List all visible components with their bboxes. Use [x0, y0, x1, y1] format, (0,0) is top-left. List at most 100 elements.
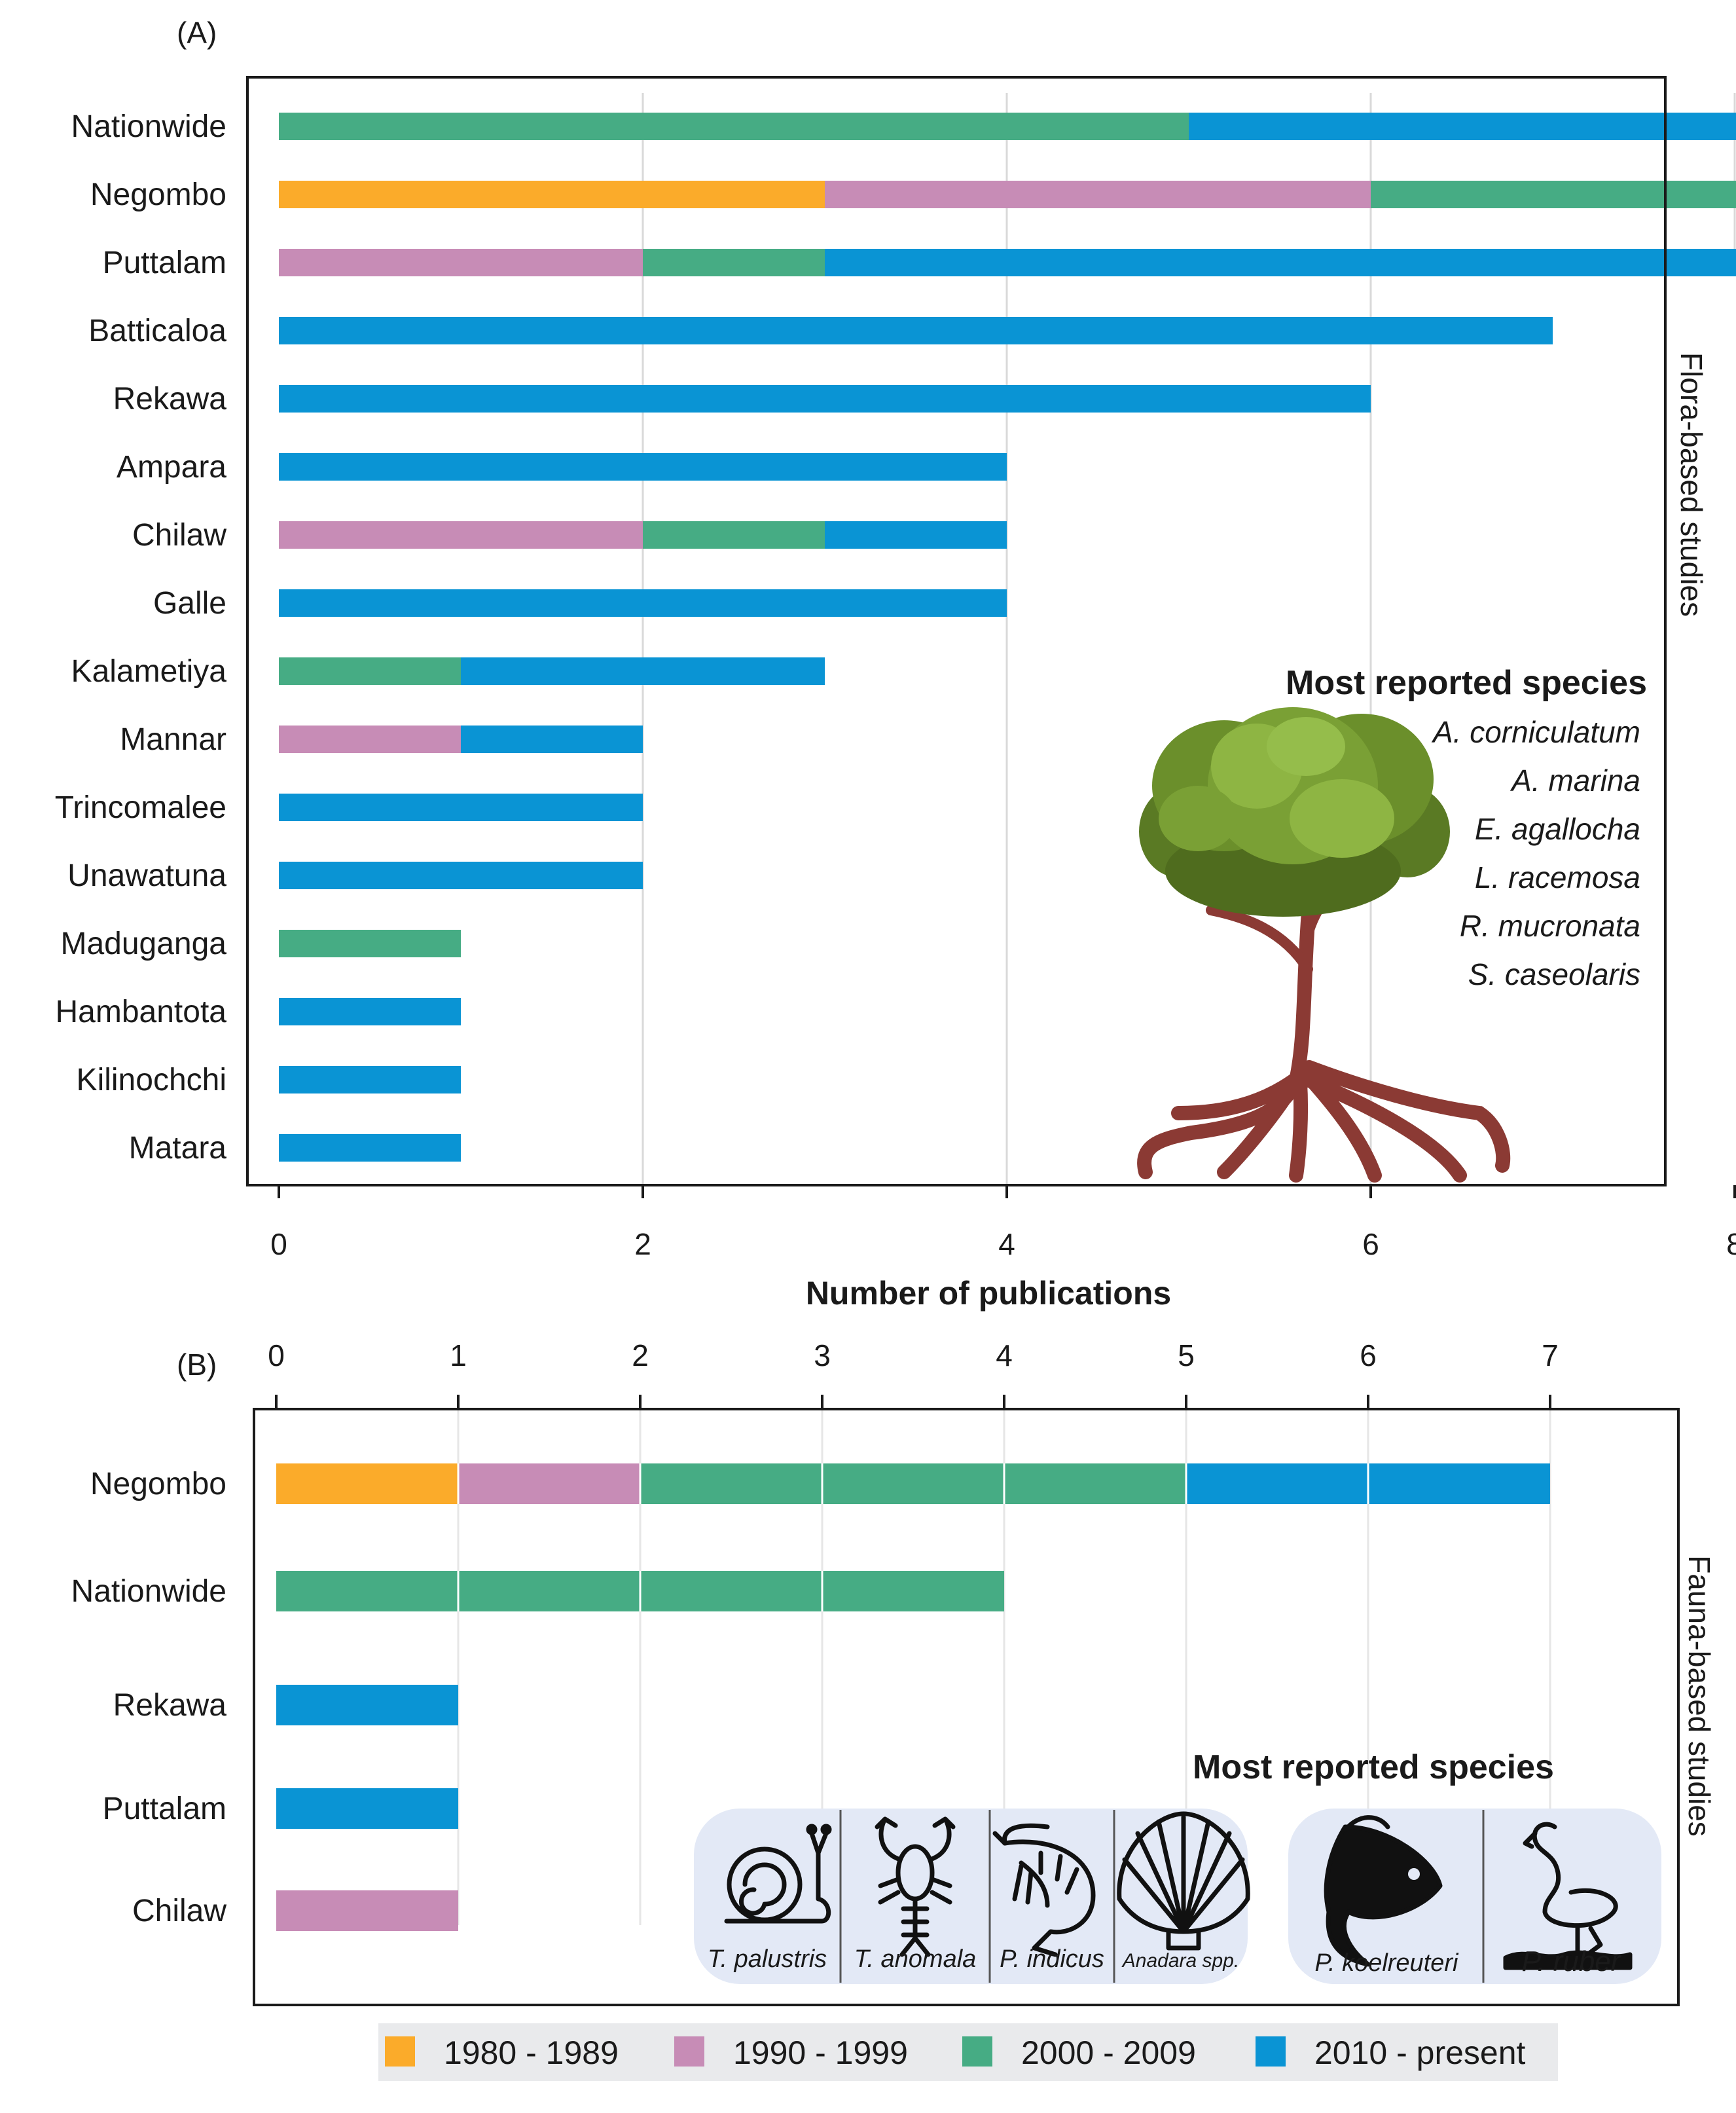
category-label: Maduganga — [60, 927, 226, 961]
category-label: Rekawa — [113, 382, 227, 416]
x-tick-label: 5 — [1178, 1338, 1195, 1372]
category-label: Ampara — [117, 450, 226, 485]
shell-icon — [1117, 1811, 1250, 1951]
flora-species-item: L. racemosa — [1475, 860, 1640, 894]
category-label: Unawatuna — [67, 858, 226, 893]
bar-negombo-2000-2009 — [1371, 181, 1736, 208]
bar-matara-2010-present — [279, 1134, 461, 1162]
bar-mannar-2010-present — [461, 726, 643, 753]
bar-negombo-1980-1989 — [279, 181, 825, 208]
category-label: Nationwide — [71, 1574, 226, 1609]
mangrove-tree-icon — [1137, 707, 1511, 1183]
category-label: Puttalam — [103, 246, 226, 280]
fauna-species-name: T. anomala — [854, 1945, 977, 1973]
category-label: Nationwide — [71, 109, 226, 144]
bar-chilaw-1990-1999 — [276, 1890, 458, 1931]
shrimp-icon — [992, 1823, 1096, 1957]
fish-icon — [1324, 1815, 1443, 1967]
bar-chilaw-1990-1999 — [279, 521, 643, 549]
fauna-species-name: Anadara spp. — [1121, 1950, 1239, 1972]
bar-puttalam-2010-present — [825, 249, 1736, 276]
category-label: Hambantota — [56, 995, 227, 1029]
panel-a-bars — [279, 113, 1736, 1162]
bar-puttalam-2010-present — [276, 1788, 458, 1829]
category-label: Chilaw — [132, 1894, 226, 1928]
bar-chilaw-2010-present — [825, 521, 1007, 549]
fauna-dividers — [839, 1810, 1485, 1983]
fauna-side-label: Fauna-based studies — [1682, 1555, 1716, 1837]
bar-galle-2010-present — [279, 589, 1007, 617]
fauna-species-title: Most reported species — [1193, 1748, 1554, 1786]
category-label: Kalametiya — [71, 654, 227, 689]
bar-kilinochchi-2010-present — [279, 1066, 461, 1093]
panel-a-ticks: 02468101214 — [270, 1185, 1736, 1261]
fauna-group1-box — [694, 1809, 1248, 1984]
bar-mannar-1990-1999 — [279, 726, 461, 753]
panel-a-frame — [246, 76, 1667, 1186]
category-label: Trincomalee — [55, 790, 226, 825]
category-label: Chilaw — [132, 518, 226, 553]
legend-swatch-2010-present — [1256, 2036, 1286, 2067]
category-label: Batticaloa — [88, 314, 226, 348]
x-tick-label: 7 — [1542, 1338, 1559, 1372]
panel-b-categories: Negombo Nationwide Rekawa Puttalam Chilaw — [71, 1467, 227, 1928]
x-tick-label: 0 — [268, 1338, 285, 1372]
category-label: Negombo — [90, 1467, 226, 1501]
legend-label: 1990 - 1999 — [733, 2034, 908, 2071]
x-tick-label: 0 — [270, 1227, 287, 1261]
bar-maduganga-2000-2009 — [279, 930, 461, 957]
x-tick-label: 4 — [998, 1227, 1015, 1261]
category-label: Matara — [129, 1131, 227, 1166]
flora-species-item: R. mucronata — [1460, 909, 1640, 943]
bar-batticaloa-2010-present — [279, 317, 1553, 344]
bar-puttalam-1990-1999 — [279, 249, 643, 276]
legend-label: 2010 - present — [1314, 2034, 1526, 2071]
flora-side-label: Flora-based studies — [1674, 352, 1709, 617]
bar-ampara-2010-present — [279, 453, 1007, 481]
flora-species-item: A. corniculatum — [1431, 715, 1640, 749]
x-tick-label: 8 — [1726, 1227, 1736, 1261]
flamingo-icon — [1503, 1822, 1633, 1970]
bar-negombo-1980-1989 — [276, 1463, 458, 1504]
panel-b-frame — [253, 1408, 1680, 2006]
lobster-icon — [875, 1816, 956, 1957]
legend-swatch-1980-1989 — [385, 2036, 415, 2067]
category-label: Galle — [153, 586, 226, 621]
bar-negombo-1990-1999 — [458, 1463, 640, 1504]
category-label: Rekawa — [113, 1688, 227, 1723]
fauna-species-name: T. palustris — [708, 1945, 827, 1973]
bar-kalametiya-2010-present — [461, 657, 825, 685]
bar-nationwide-2000-2009 — [279, 113, 1189, 140]
category-label: Mannar — [120, 722, 226, 757]
x-tick-label: 2 — [634, 1227, 651, 1261]
bar-rekawa-2010-present — [279, 385, 1371, 413]
fauna-species-name: P. indicus — [1000, 1945, 1104, 1973]
bar-nationwide-2010-present — [1189, 113, 1736, 140]
bar-negombo-1990-1999 — [825, 181, 1371, 208]
flora-species-item: E. agallocha — [1475, 812, 1640, 846]
legend-swatch-1990-1999 — [674, 2036, 704, 2067]
bar-puttalam-2000-2009 — [643, 249, 825, 276]
flora-species-list: Most reported species A. corniculatum A. … — [1286, 664, 1647, 991]
bar-negombo-2000-2009 — [640, 1463, 1186, 1504]
bar-hambantota-2010-present — [279, 998, 461, 1025]
legend-swatch-2000-2009 — [962, 2036, 992, 2067]
bar-kalametiya-2000-2009 — [279, 657, 461, 685]
fauna-species-name: P. ruber — [1522, 1945, 1622, 1977]
flora-species-item: A. marina — [1510, 763, 1640, 798]
x-tick-label: 6 — [1362, 1227, 1379, 1261]
bar-trincomalee-2010-present — [279, 794, 643, 821]
x-tick-label: 4 — [996, 1338, 1013, 1372]
x-tick-label: 6 — [1360, 1338, 1377, 1372]
x-axis-label: Number of publications — [806, 1275, 1171, 1312]
x-tick-label: 3 — [814, 1338, 831, 1372]
category-label: Negombo — [90, 177, 226, 212]
bar-chilaw-2000-2009 — [643, 521, 825, 549]
bar-unawatuna-2010-present — [279, 862, 643, 889]
category-label: Puttalam — [103, 1791, 226, 1826]
panel-b-ticks: 0 1 2 3 4 5 6 7 — [268, 1338, 1559, 1409]
panel-b-bars — [276, 1463, 1550, 1931]
flora-species-item: S. caseolaris — [1468, 957, 1640, 991]
fauna-species-names: T. palustris T. anomala P. indicus Anadara … — [708, 1945, 1622, 1977]
category-label: Kilinochchi — [77, 1063, 226, 1097]
